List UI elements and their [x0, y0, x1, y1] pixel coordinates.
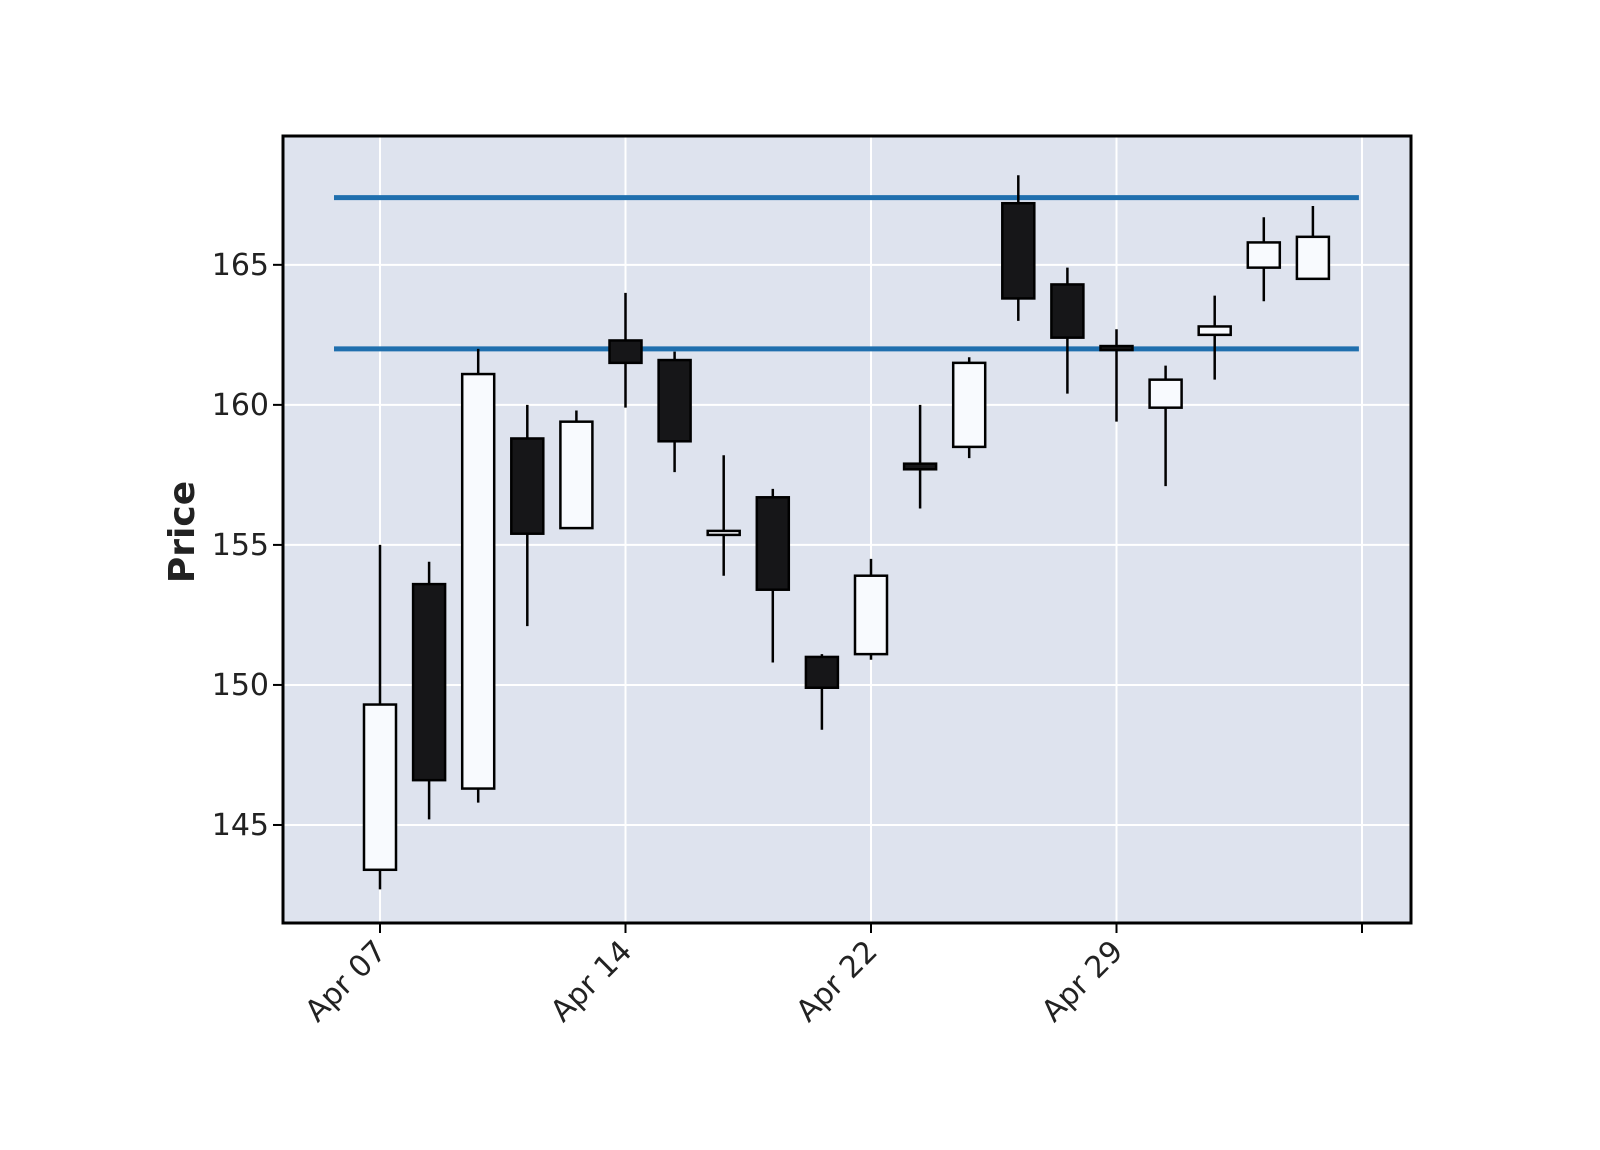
x-tick-label: Apr 07 [298, 934, 393, 1029]
candle [1050, 267, 1085, 394]
candle [1295, 206, 1331, 281]
plot-frame [281, 134, 1413, 925]
candle [1148, 365, 1183, 487]
candle [1001, 175, 1036, 321]
x-tick-label: Apr 22 [789, 934, 884, 1029]
y-tick-label: 150 [212, 668, 269, 703]
candle-body-up [706, 529, 741, 537]
candle [951, 357, 987, 459]
candle-body-up [1295, 235, 1331, 281]
candle [657, 351, 692, 473]
candle [1099, 329, 1134, 422]
candle [853, 558, 889, 660]
candle-body-up [1246, 241, 1282, 269]
candle-body-down [657, 358, 692, 443]
candle-body-up [1197, 325, 1232, 337]
candle [559, 410, 594, 530]
x-axis: Apr 07 Apr 14 Apr 22 Apr 29 [298, 923, 1363, 1029]
candle-body-up [853, 574, 889, 656]
candle-body-down [411, 582, 447, 782]
x-tick-label: Apr 29 [1035, 934, 1130, 1029]
candle-body-down [510, 437, 545, 535]
y-tick-label: 145 [212, 808, 269, 843]
candle [510, 404, 545, 627]
candle-body-up [1148, 378, 1183, 409]
candle-body-down [804, 655, 840, 689]
y-tick-label: 160 [212, 388, 269, 423]
candle [755, 488, 791, 663]
candle [1246, 217, 1282, 302]
candle-body-down [608, 339, 643, 365]
y-axis: 145 150 155 160 165 [212, 248, 283, 843]
plot-background [283, 136, 1411, 923]
horizontal-lines [334, 195, 1359, 352]
candle-body-down [755, 496, 791, 591]
candles [362, 175, 1331, 890]
x-tick-label: Apr 14 [544, 934, 639, 1029]
candle-body-down [1099, 344, 1134, 352]
candle [706, 455, 741, 576]
candle [411, 561, 447, 820]
y-axis-label: Price [162, 481, 203, 583]
candle [1197, 295, 1232, 380]
candle-body-down [1001, 201, 1036, 300]
y-tick-label: 165 [212, 248, 269, 283]
candle-body-up [559, 420, 594, 530]
candle [902, 404, 938, 509]
candle [804, 654, 840, 730]
candle-body-down [1050, 283, 1085, 339]
candle [362, 544, 398, 890]
candle-body-down [902, 462, 938, 471]
candle-body-up [460, 372, 496, 790]
candle-body-up [362, 703, 398, 872]
candle-body-up [951, 361, 987, 449]
y-tick-label: 155 [212, 528, 269, 563]
candle [608, 292, 643, 408]
candle [460, 348, 496, 803]
